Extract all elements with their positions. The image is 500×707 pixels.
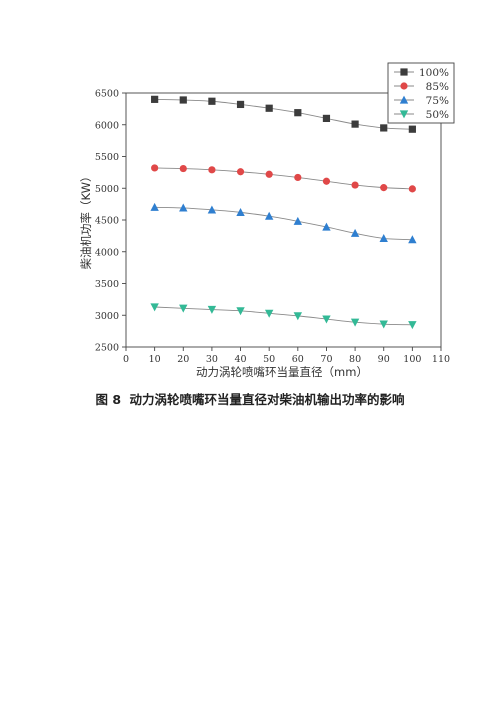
data-point: [236, 168, 245, 176]
data-point: [322, 177, 331, 185]
data-point: [294, 109, 302, 117]
x-tick-label: 40: [234, 354, 246, 365]
figure-caption: 图 8 动力涡轮喷嘴环当量直径对柴油机输出功率的影响: [0, 389, 500, 408]
data-point: [264, 211, 274, 220]
data-point: [236, 100, 245, 109]
data-point: [293, 312, 303, 321]
x-tick-label: 60: [292, 354, 304, 365]
legend-box: [387, 62, 455, 124]
data-point: [179, 203, 188, 212]
legend-label: 100%: [419, 67, 449, 79]
x-tick-label: 50: [263, 354, 275, 365]
data-point: [264, 309, 274, 318]
data-point: [151, 95, 159, 103]
series-3: [150, 303, 417, 330]
series-2: [150, 202, 417, 244]
chart-series-layer: [150, 95, 417, 330]
y-axis-label: 柴油机功率（KW）: [79, 170, 93, 269]
y-tick-label: 5000: [95, 184, 119, 195]
data-point: [322, 114, 331, 122]
data-point: [408, 235, 417, 244]
series-line: [154, 167, 413, 190]
data-point: [150, 303, 159, 312]
data-point: [265, 104, 273, 112]
data-point: [350, 318, 360, 327]
data-point: [351, 181, 359, 189]
data-point: [179, 304, 188, 313]
series-1: [151, 164, 416, 193]
x-tick-label: 100: [403, 354, 421, 365]
data-point: [208, 166, 216, 174]
figure-caption-label: 图 8: [95, 392, 122, 407]
data-point: [293, 216, 303, 225]
x-axis-label: 动力涡轮喷嘴环当量直径（mm）: [196, 365, 368, 379]
y-tick-label: 6000: [95, 120, 119, 131]
data-point: [150, 202, 159, 211]
x-tick-label: 20: [177, 354, 189, 365]
legend-marker: [399, 110, 409, 119]
series-line: [154, 206, 413, 241]
data-point: [380, 184, 388, 192]
y-tick-label: 4000: [95, 247, 119, 258]
legend-label: 75%: [426, 95, 449, 107]
x-tick-label: 30: [206, 354, 218, 365]
y-tick-label: 4500: [95, 216, 119, 227]
x-tick-label: 110: [432, 354, 450, 365]
data-point: [236, 207, 245, 216]
x-tick-label: 0: [123, 354, 129, 365]
data-point: [179, 164, 187, 173]
series-line: [154, 98, 413, 130]
y-tick-label: 3000: [95, 311, 119, 322]
chart-axes: 0 10 20 30 40 50 60 70 80 90 100 110 2500 3000 3500 400…: [95, 89, 450, 366]
chart-legend: 100% 85% 75% 50%: [387, 62, 455, 124]
data-point: [379, 234, 388, 243]
plot-frame: [125, 92, 442, 348]
data-point: [408, 321, 417, 330]
data-point: [351, 120, 359, 128]
data-point: [265, 170, 273, 178]
data-point: [207, 205, 217, 214]
data-point: [322, 315, 331, 324]
legend-marker: [400, 68, 408, 76]
series-0: [151, 95, 416, 133]
x-tick-label: 10: [149, 354, 161, 365]
data-point: [380, 124, 388, 132]
chart: 0 10 20 30 40 50 60 70 80 90 100 110 2500 3000 3500 400…: [79, 62, 455, 379]
data-point: [408, 185, 416, 193]
x-tick-label: 90: [378, 354, 390, 365]
data-point: [207, 305, 217, 314]
series-line: [154, 306, 413, 326]
x-tick-label: 80: [349, 354, 361, 365]
data-point: [350, 228, 360, 237]
data-point: [236, 307, 245, 316]
x-tick-label: 70: [320, 354, 332, 365]
legend-label: 50%: [426, 109, 449, 121]
y-tick-label: 3500: [95, 279, 119, 290]
legend-marker: [400, 82, 408, 90]
data-point: [179, 96, 187, 104]
data-point: [208, 97, 216, 105]
y-tick-label: 5500: [95, 152, 119, 163]
data-point: [294, 173, 302, 182]
legend-label: 85%: [426, 81, 449, 93]
figure-caption-text: 动力涡轮喷嘴环当量直径对柴油机输出功率的影响: [129, 392, 405, 407]
data-point: [379, 320, 388, 329]
data-point: [322, 222, 331, 231]
data-point: [408, 125, 416, 133]
y-tick-label: 2500: [95, 343, 119, 354]
y-tick-label: 6500: [95, 89, 119, 100]
data-point: [151, 164, 159, 172]
legend-marker: [399, 95, 409, 104]
